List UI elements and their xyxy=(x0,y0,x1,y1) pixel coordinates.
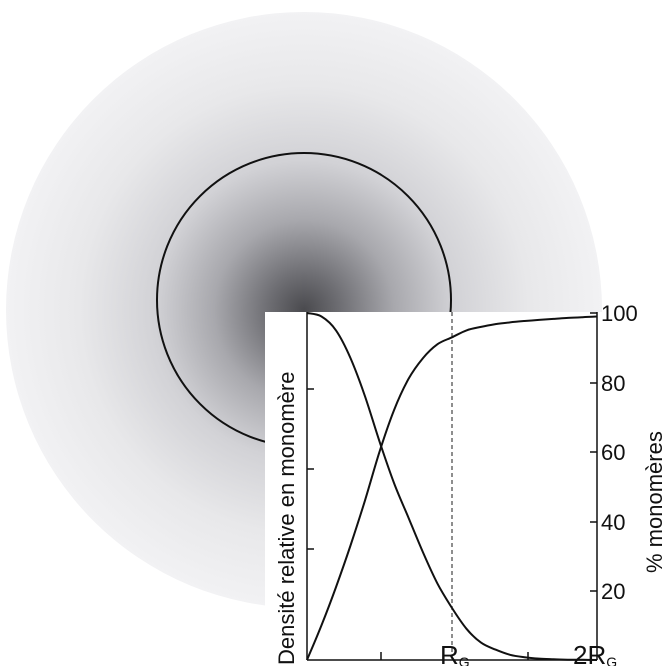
x-label-2rg: 2RG xyxy=(573,640,617,666)
right-tick-label-100: 100 xyxy=(601,301,638,326)
density-curve xyxy=(306,312,598,661)
cumulative-monomer-curve xyxy=(306,315,598,661)
plot-panel xyxy=(265,312,669,666)
right-tick-label-60: 60 xyxy=(601,440,625,465)
left-axis-ticks xyxy=(307,388,314,550)
x-label-rg: RG xyxy=(440,640,470,666)
right-axis-label: % monomères xyxy=(642,431,667,573)
right-tick-label-40: 40 xyxy=(601,510,625,535)
x-label-2rg-subscript: G xyxy=(606,654,617,666)
x-label-rg-subscript: G xyxy=(459,654,470,666)
right-tick-label-20: 20 xyxy=(601,579,625,604)
right-tick-label-80: 80 xyxy=(601,371,625,396)
left-axis-label: Densité relative en monomère xyxy=(274,372,299,665)
x-axis-ticks xyxy=(380,652,529,660)
right-tick-labels: 100 80 60 40 20 xyxy=(601,301,638,604)
right-axis-ticks xyxy=(590,312,597,592)
x-label-rg-main: R xyxy=(440,640,459,666)
x-label-2rg-main: 2R xyxy=(573,640,606,666)
